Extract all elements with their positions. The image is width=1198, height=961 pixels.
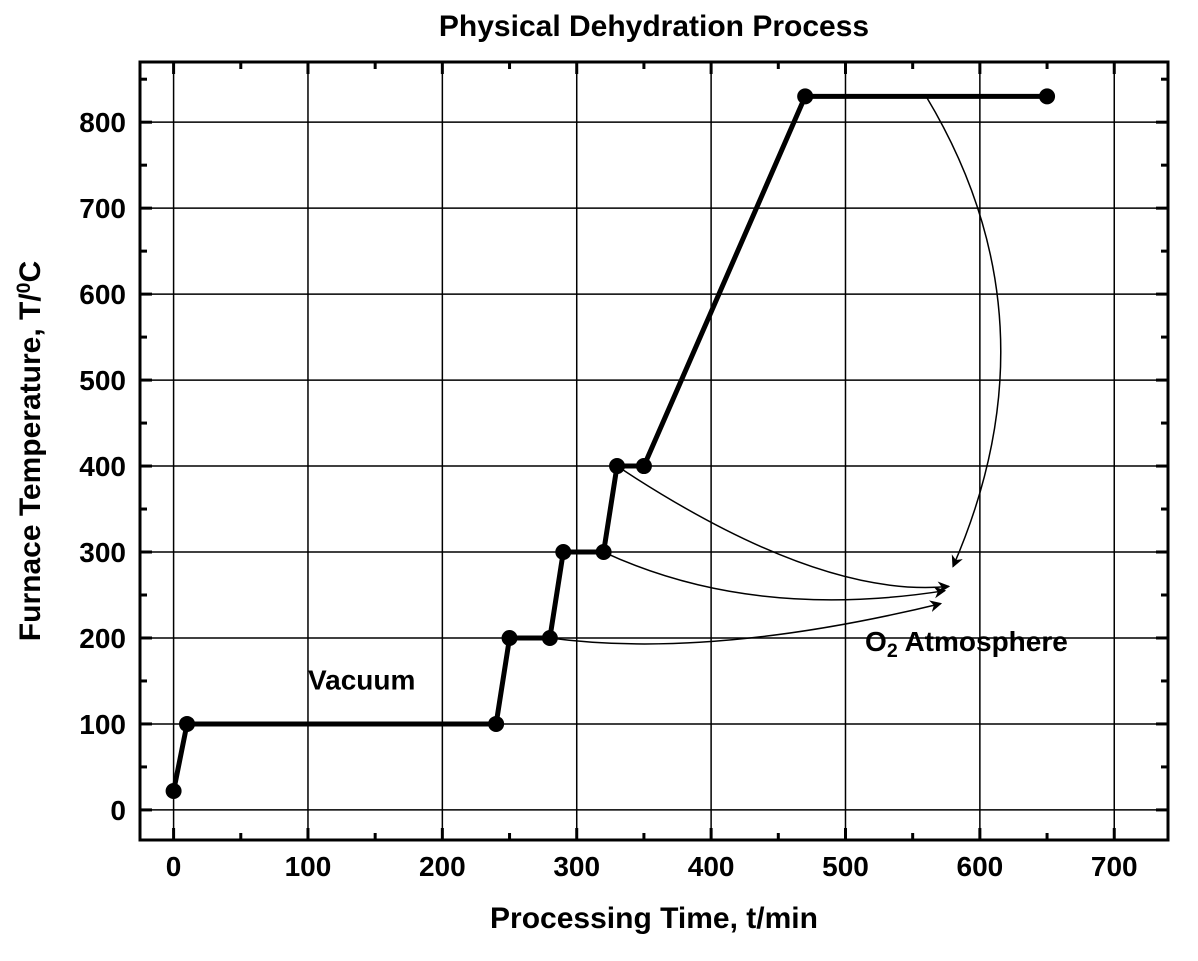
ytick-label: 400 [79, 451, 126, 482]
annotation: Vacuum [308, 665, 415, 696]
data-marker [636, 458, 652, 474]
xtick-label: 700 [1091, 851, 1138, 882]
ytick-label: 500 [79, 365, 126, 396]
data-marker [488, 716, 504, 732]
ytick-label: 600 [79, 279, 126, 310]
chart-svg: Physical Dehydration Process 0 100 200 300 40… [0, 0, 1198, 961]
y-axis-label: Furnace Temperature, T/0C [13, 261, 47, 641]
xtick-label: 500 [822, 851, 869, 882]
xtick-label: 100 [285, 851, 332, 882]
data-marker [797, 88, 813, 104]
data-marker [1039, 88, 1055, 104]
xtick-label: 0 [166, 851, 182, 882]
ytick-label: 300 [79, 537, 126, 568]
chart-container: Physical Dehydration Process 0 100 200 300 40… [0, 0, 1198, 961]
data-marker [609, 458, 625, 474]
x-axis-label: Processing Time, t/min [490, 902, 818, 935]
data-marker [542, 630, 558, 646]
xtick-label: 400 [688, 851, 735, 882]
data-marker [596, 544, 612, 560]
xtick-label: 200 [419, 851, 466, 882]
data-marker [179, 716, 195, 732]
data-marker [166, 783, 182, 799]
ytick-label: 100 [79, 709, 126, 740]
data-marker [555, 544, 571, 560]
ytick-label: 200 [79, 623, 126, 654]
xtick-label: 300 [553, 851, 600, 882]
ytick-label: 800 [79, 107, 126, 138]
ytick-label: 700 [79, 193, 126, 224]
data-marker [502, 630, 518, 646]
ytick-label: 0 [110, 795, 126, 826]
xtick-label: 600 [957, 851, 1004, 882]
chart-title: Physical Dehydration Process [439, 10, 869, 43]
